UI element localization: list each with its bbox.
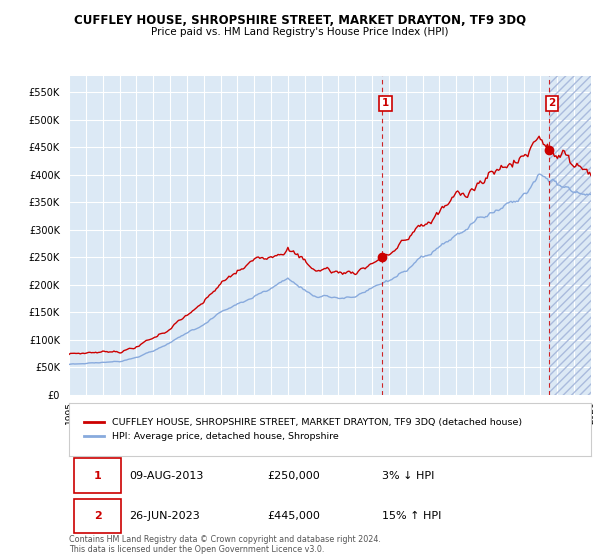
Bar <box>548 76 591 395</box>
Text: 2: 2 <box>548 98 556 108</box>
Legend: CUFFLEY HOUSE, SHROPSHIRE STREET, MARKET DRAYTON, TF9 3DQ (detached house), HPI:: CUFFLEY HOUSE, SHROPSHIRE STREET, MARKET… <box>79 414 527 446</box>
Text: 1: 1 <box>382 98 389 108</box>
Text: 09-AUG-2013: 09-AUG-2013 <box>129 471 203 481</box>
Bar <box>382 76 591 395</box>
Text: 3% ↓ HPI: 3% ↓ HPI <box>382 471 434 481</box>
Text: £445,000: £445,000 <box>268 511 320 521</box>
Text: CUFFLEY HOUSE, SHROPSHIRE STREET, MARKET DRAYTON, TF9 3DQ: CUFFLEY HOUSE, SHROPSHIRE STREET, MARKET… <box>74 14 526 27</box>
Text: 2: 2 <box>94 511 101 521</box>
Text: Price paid vs. HM Land Registry's House Price Index (HPI): Price paid vs. HM Land Registry's House … <box>151 27 449 37</box>
Text: 15% ↑ HPI: 15% ↑ HPI <box>382 511 442 521</box>
Text: £250,000: £250,000 <box>268 471 320 481</box>
Text: 1: 1 <box>94 471 101 481</box>
Text: Contains HM Land Registry data © Crown copyright and database right 2024.
This d: Contains HM Land Registry data © Crown c… <box>69 535 381 554</box>
FancyBboxPatch shape <box>74 498 121 533</box>
Text: 26-JUN-2023: 26-JUN-2023 <box>129 511 200 521</box>
FancyBboxPatch shape <box>74 459 121 493</box>
